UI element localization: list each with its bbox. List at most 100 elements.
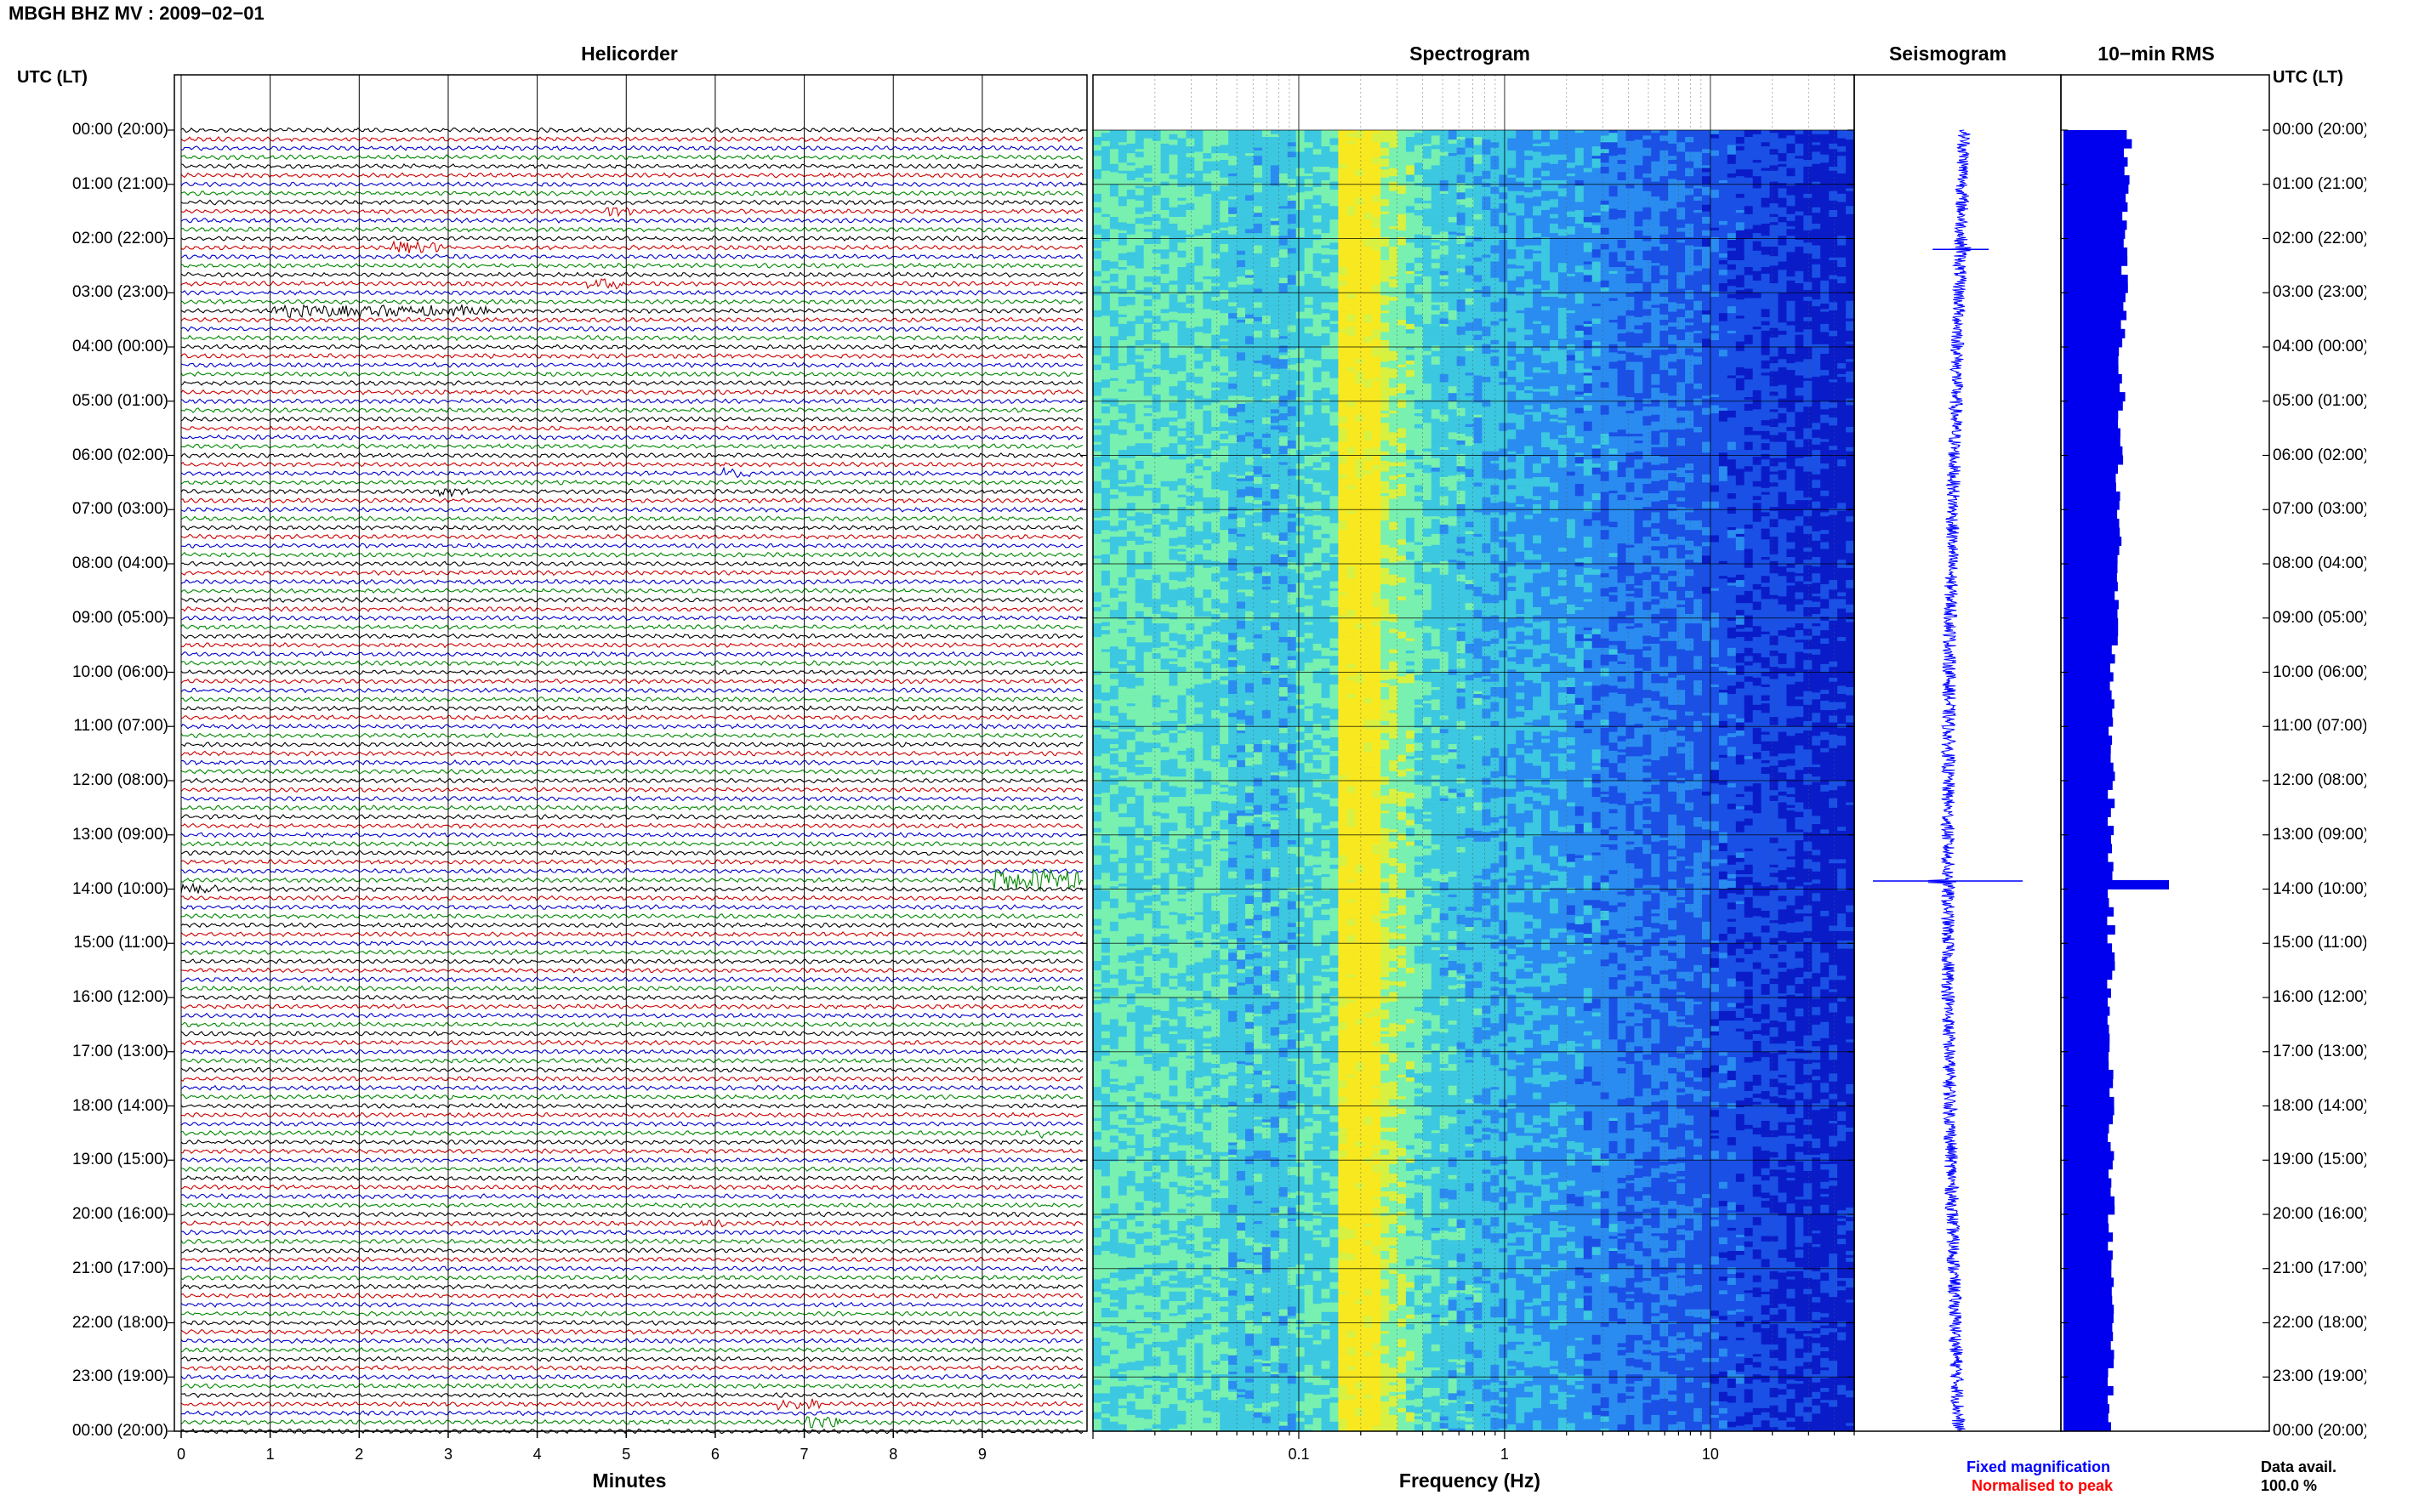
spectrogram-cell (1126, 706, 1136, 711)
spectrogram-cell (1270, 901, 1280, 907)
spectrogram-cell (1261, 1345, 1272, 1355)
spectrogram-cell (1186, 256, 1195, 264)
spectrogram-cell (1109, 775, 1119, 779)
spectrogram-cell (1261, 1252, 1272, 1261)
spectrogram-cell (1211, 206, 1221, 216)
spectrogram-cell (1186, 1080, 1195, 1089)
spectrogram-cell (1220, 1393, 1229, 1398)
spectrogram-cell (1126, 1135, 1136, 1146)
spectrogram-cell (1194, 1185, 1204, 1191)
spectrogram-cell (1093, 1306, 1102, 1316)
spectrogram-cell (1278, 395, 1289, 402)
spectrogram-cell (1186, 730, 1195, 739)
spectrogram-cell (1211, 390, 1221, 395)
spectrogram-cell (1228, 623, 1238, 634)
spectrogram-cell (1253, 863, 1263, 873)
spectrogram-cell (1093, 637, 1102, 640)
spectrogram-cell (1177, 695, 1187, 706)
spectrogram-cell (1245, 1021, 1255, 1029)
spectrogram-cell (1143, 1188, 1153, 1196)
spectrogram-cell (1118, 484, 1128, 487)
spectrogram-cell (1126, 757, 1136, 768)
spectrogram-cell (1160, 1108, 1170, 1116)
spectrogram-cell (1220, 1156, 1229, 1163)
spectrogram-cell (1186, 276, 1195, 285)
spectrogram-cell (1253, 429, 1263, 440)
spectrogram-cell (1211, 1151, 1221, 1162)
spectrogram-cell (1186, 707, 1195, 716)
spectrogram-cell (1118, 1164, 1128, 1168)
spectrogram-cell (1237, 820, 1246, 827)
spectrogram-cell (1261, 323, 1272, 332)
spectrogram-cell (1093, 1357, 1102, 1364)
spectrogram-cell (1245, 580, 1255, 590)
spectrogram-cell (1160, 1407, 1170, 1418)
spectrogram-cell (1253, 345, 1263, 355)
time-label-right: 11:00 (07:00) (2273, 717, 2366, 736)
spectrogram-cell (1118, 492, 1128, 497)
spectrogram-cell (1203, 1154, 1212, 1163)
spectrogram-cell (1093, 961, 1102, 964)
spectrogram-cell (1152, 1356, 1162, 1367)
spectrogram-cell (1245, 293, 1255, 302)
spectrogram-cell (1278, 571, 1289, 577)
spectrogram-cell (1118, 355, 1128, 364)
spectrogram-cell (1152, 1284, 1162, 1289)
spectrogram-cell (1169, 340, 1178, 345)
spectrogram-cell (1253, 360, 1263, 364)
spectrogram-cell (1177, 204, 1187, 213)
spectrogram-cell (1270, 523, 1280, 526)
spectrogram-cell (1270, 867, 1280, 878)
spectrogram-cell (1177, 138, 1187, 147)
spectrogram-cell (1228, 363, 1238, 367)
spectrogram-cell (1135, 512, 1145, 522)
spectrogram-cell (1093, 225, 1102, 236)
spectrogram-cell (1109, 1208, 1119, 1215)
spectrogram-cell (1118, 1361, 1128, 1364)
spectrogram-cell (1109, 469, 1119, 472)
spectrogram-cell (1177, 1247, 1187, 1250)
spectrogram-cell (1237, 912, 1246, 921)
spectrogram-cell (1211, 1390, 1221, 1401)
spectrogram-cell (1278, 696, 1289, 702)
spectrogram-cell (1101, 761, 1111, 769)
spectrogram-cell (1109, 1260, 1119, 1268)
spectrogram-cell (1270, 1421, 1280, 1425)
spectrogram-cell (1211, 537, 1221, 544)
spectrogram-cell (1220, 894, 1229, 905)
spectrogram-cell (1186, 1386, 1195, 1395)
spectrogram-cell (1253, 638, 1263, 647)
spectrogram-cell (1160, 503, 1170, 513)
spectrogram-cell (1278, 718, 1289, 729)
spectrogram-cell (1143, 1238, 1153, 1242)
spectrogram-cell (1228, 1299, 1238, 1309)
spectrogram-cell (1211, 1374, 1221, 1383)
spectrogram-cell (1093, 473, 1102, 482)
spectrogram-cell (1220, 1064, 1229, 1070)
time-label-right: 00:00 (20:00) (2273, 121, 2366, 139)
spectrogram-cell (1169, 713, 1178, 722)
spectrogram-cell (1093, 184, 1102, 188)
spectrogram-cell (1237, 130, 1246, 134)
spectrogram-cell (1143, 1311, 1153, 1318)
spectrogram-cell (1237, 1206, 1246, 1216)
spectrogram-cell (1220, 1374, 1229, 1378)
spectrogram-cell (1152, 701, 1162, 708)
spectrogram-cell (1135, 281, 1145, 288)
spectrogram-cell (1228, 1021, 1238, 1026)
spectrogram-cell (1152, 1347, 1162, 1357)
spectrogram-cell (1135, 224, 1145, 231)
spectrogram-cell (1093, 601, 1102, 608)
spectrogram-cell (1101, 1317, 1111, 1327)
spectrogram-cell (1118, 741, 1128, 750)
spectrogram-cell (1169, 710, 1178, 713)
spectrogram-cell (1143, 344, 1153, 349)
time-label-right: 03:00 (23:00) (2273, 283, 2366, 302)
spectrogram-cell (1220, 430, 1229, 435)
spectrogram-cell (1109, 1201, 1119, 1204)
spectrogram-cell (1152, 1366, 1162, 1376)
spectrogram-cell (1135, 1101, 1145, 1109)
spectrogram-cell (1118, 213, 1128, 223)
spectrogram-cell (1253, 1130, 1263, 1134)
spectrogram-cell (1253, 500, 1263, 505)
